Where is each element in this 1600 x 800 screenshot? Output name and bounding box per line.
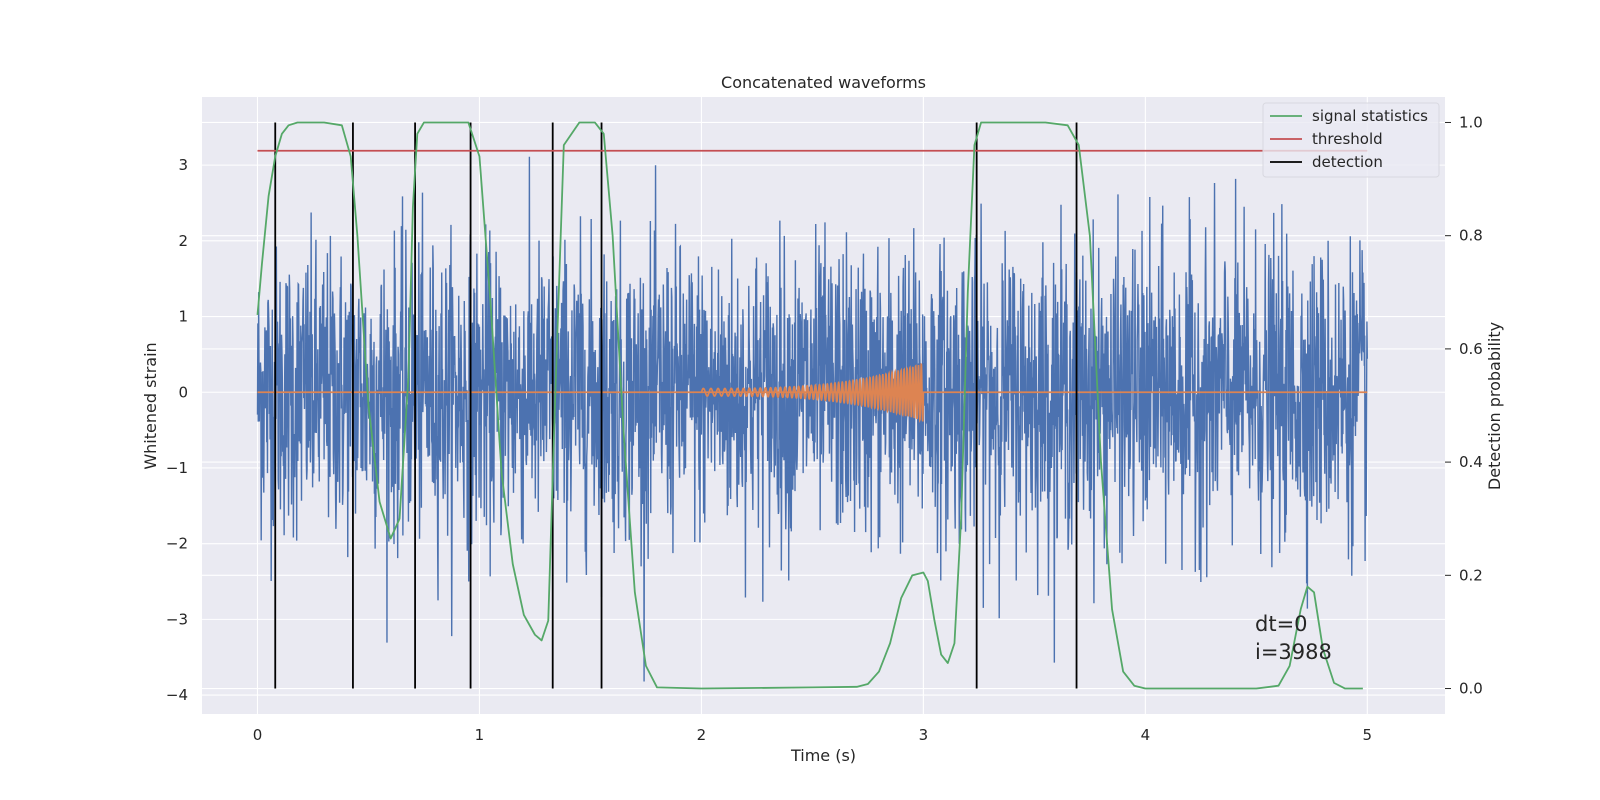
y-tick-label: −3 [166, 610, 188, 628]
y-tick-label: 2 [178, 232, 188, 250]
signal-statistics-line [256, 121, 1363, 690]
legend-box [1262, 102, 1440, 178]
chart-title: Concatenated waveforms [721, 73, 926, 92]
legend-label-detection: detection [1312, 153, 1383, 171]
signal-statistics-series [256, 121, 1363, 690]
annotation-index: i=3988 [1255, 640, 1332, 664]
x-tick-label: 1 [475, 726, 485, 744]
y-tick-label: −2 [166, 535, 188, 553]
detection-lines [274, 122, 1078, 689]
y2-tick-label: 0.0 [1459, 680, 1483, 698]
y2-tick-label: 0.6 [1459, 340, 1483, 358]
x-tick-label: 3 [919, 726, 929, 744]
y-tick-label: −1 [166, 459, 188, 477]
x-axis-title: Time (s) [790, 746, 856, 765]
legend: signal statistics threshold detection [1262, 102, 1440, 178]
y-axis-title: Whitened strain [141, 342, 160, 469]
x-tick-label: 0 [253, 726, 263, 744]
y-tick-label: 3 [178, 156, 188, 174]
template-series [257, 362, 1368, 424]
y2-tick-label: 0.8 [1459, 227, 1483, 245]
x-tick-label: 4 [1141, 726, 1151, 744]
x-tick-label: 5 [1363, 726, 1373, 744]
y2-tick-label: 1.0 [1459, 113, 1483, 131]
y2-tick-label: 0.4 [1459, 453, 1483, 471]
y-tick-label: 0 [178, 383, 188, 401]
legend-label-signal-statistics: signal statistics [1312, 107, 1428, 125]
y-tick-label: −4 [166, 686, 188, 704]
y2-tick-label: 0.2 [1459, 566, 1483, 584]
annotation-dt: dt=0 [1255, 612, 1308, 636]
y-tick-label: 1 [178, 308, 188, 326]
axis-ticks: 0 1 2 3 4 5 −4 −3 −2 −1 0 1 2 3 0.0 0.2 0.4 0.6 0.8 1.0 [166, 113, 1483, 744]
x-tick-label: 2 [697, 726, 707, 744]
y2-axis-title: Detection probability [1485, 322, 1504, 490]
template-chirp [700, 362, 925, 424]
legend-label-threshold: threshold [1312, 130, 1383, 148]
